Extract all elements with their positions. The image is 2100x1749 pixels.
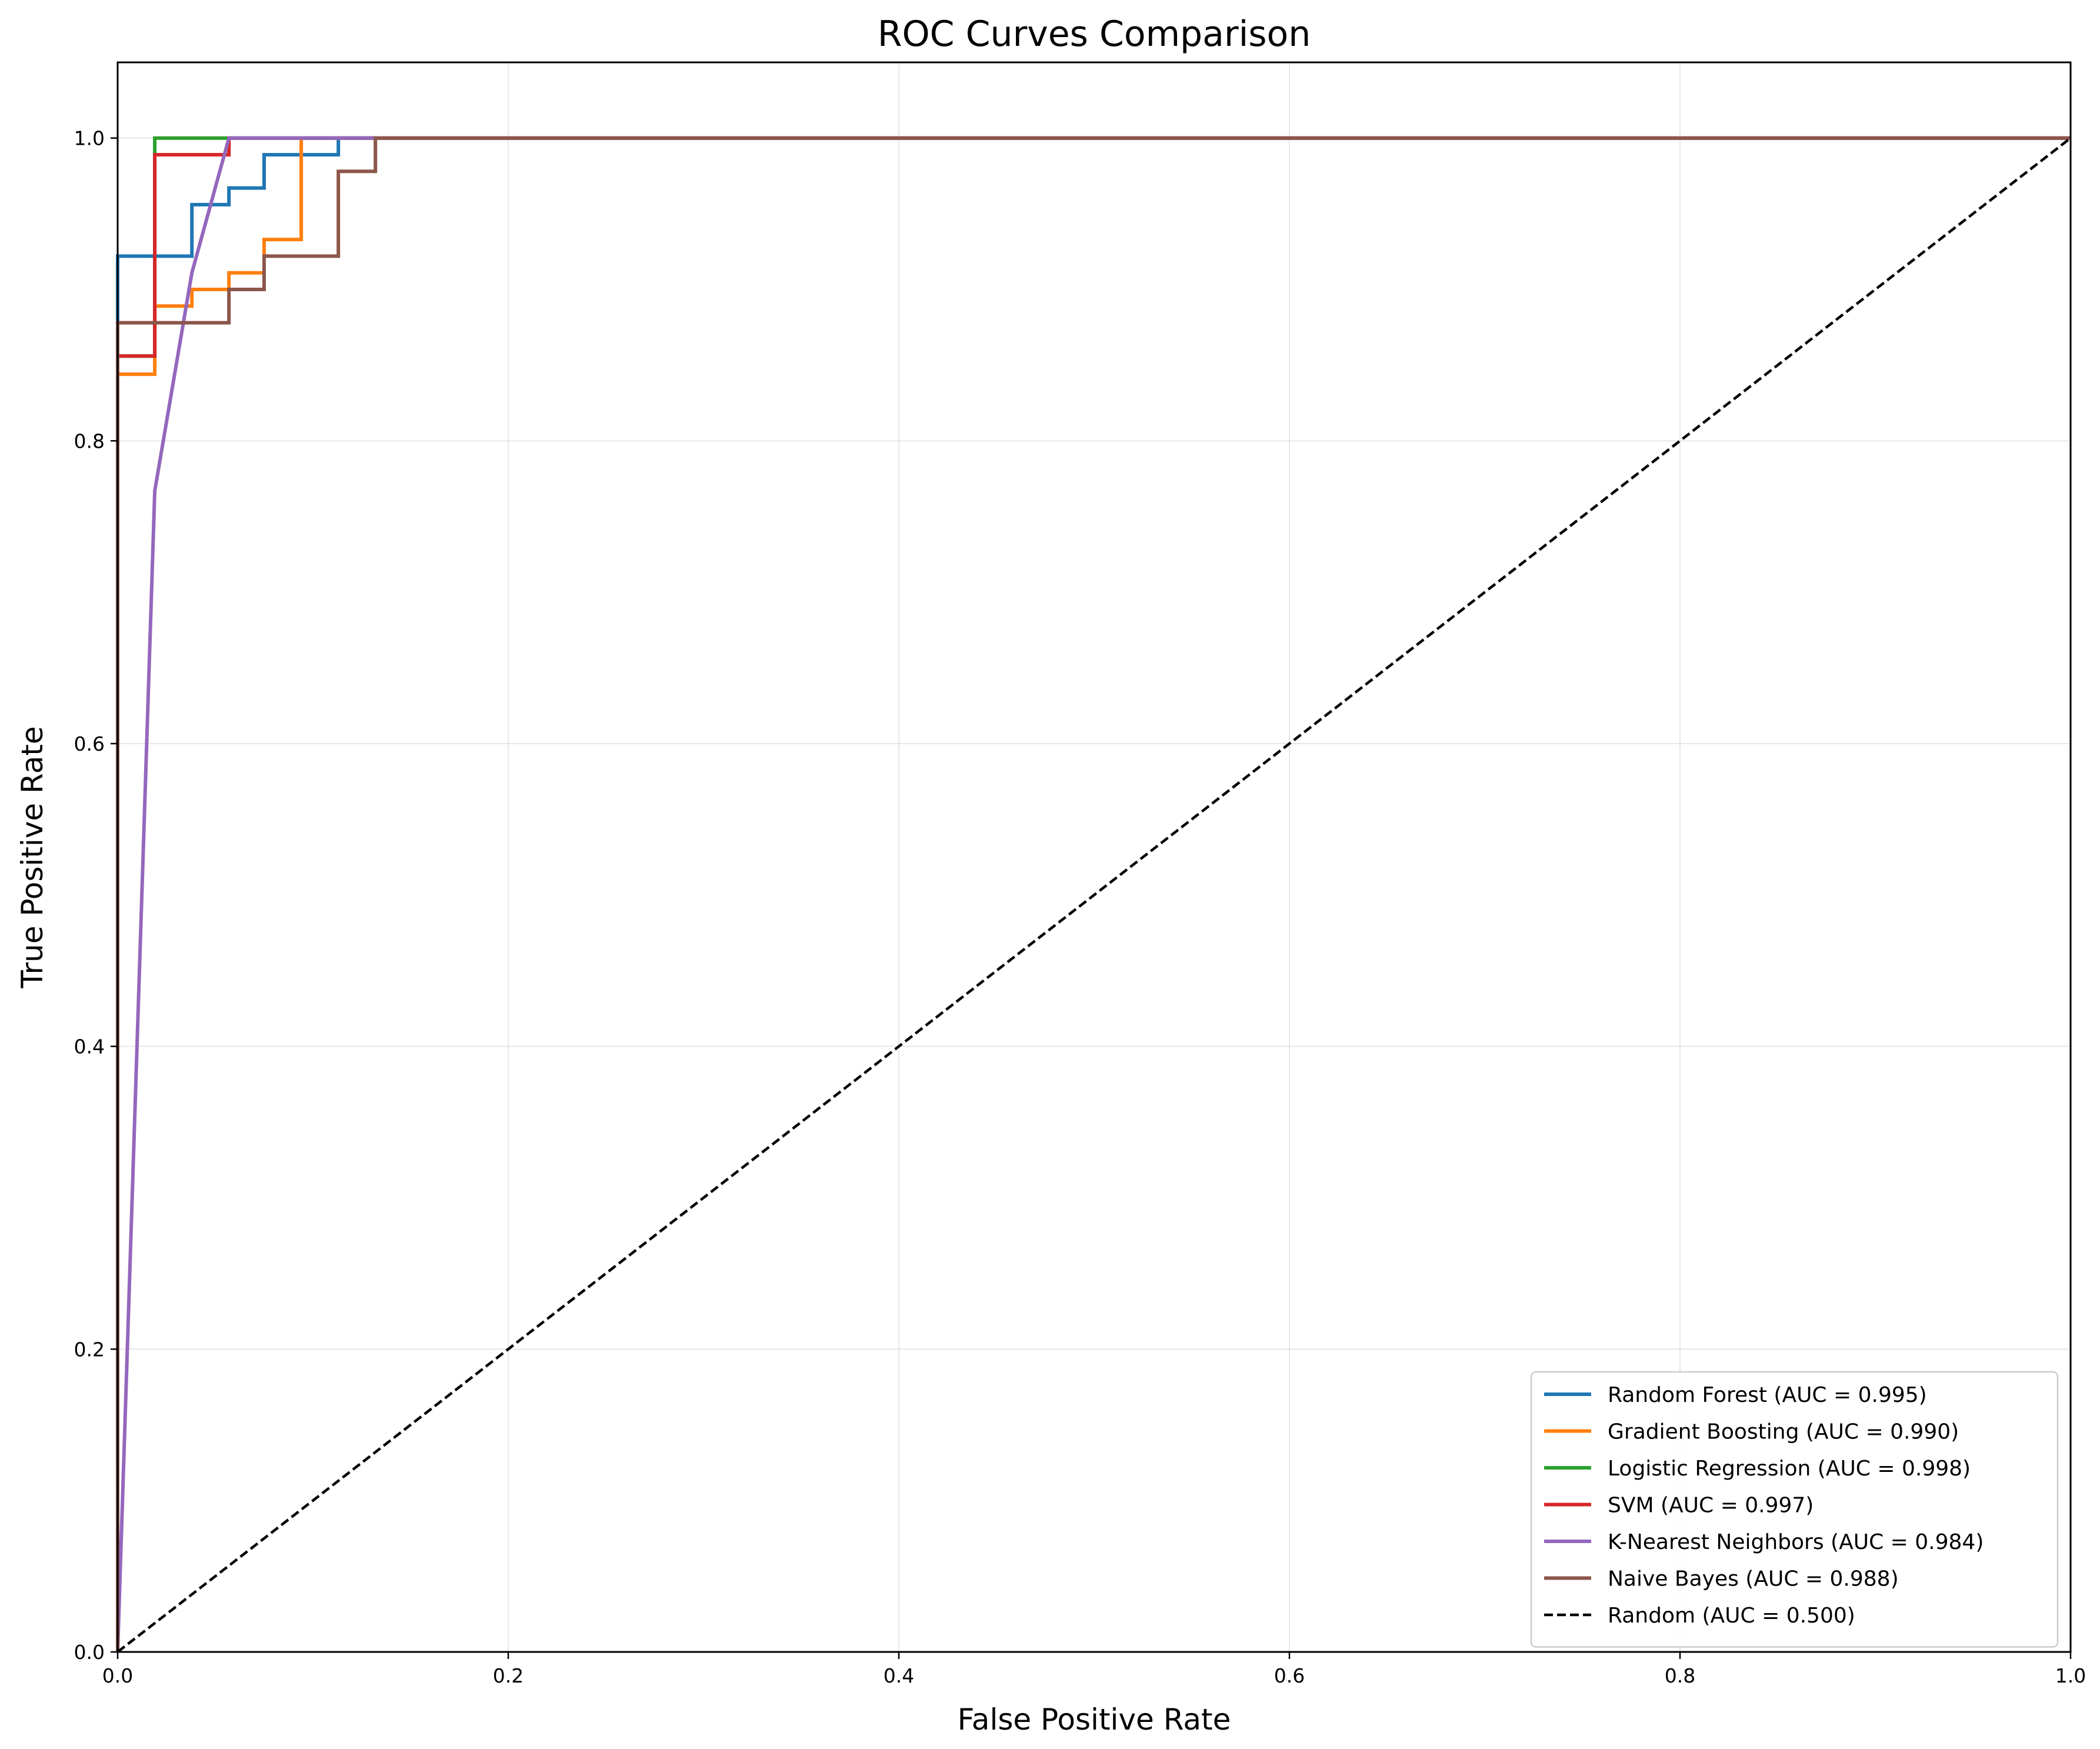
x-axis-label: False Positive Rate	[958, 1703, 1231, 1737]
y-tick-label: 0.8	[74, 429, 105, 452]
legend-entry-label: Logistic Regression (AUC = 0.998)	[1608, 1457, 1971, 1481]
plot-frame	[116, 61, 2072, 1653]
legend: Random Forest (AUC = 0.995) Gradient Boos…	[1530, 1371, 2059, 1648]
legend-entry-label: SVM (AUC = 0.997)	[1608, 1494, 1814, 1518]
y-tick-label: 0.6	[74, 732, 105, 755]
legend-entry-label: Naive Bayes (AUC = 0.988)	[1608, 1567, 1899, 1591]
y-axis-ticks: 0.0 0.2 0.4 0.6 0.8 1.0	[74, 127, 118, 1664]
x-tick-label: 0.4	[884, 1664, 914, 1687]
y-tick-label: 0.2	[74, 1338, 105, 1361]
y-tick-label: 1.0	[74, 127, 105, 150]
x-axis-ticks: 0.0 0.2 0.4 0.6 0.8 1.0	[102, 1652, 2086, 1687]
chart-title: ROC Curves Comparison	[878, 14, 1311, 55]
series-line	[116, 136, 2071, 1652]
x-tick-label: 0.8	[1665, 1664, 1695, 1687]
legend-entry-label: K-Nearest Neighbors (AUC = 0.984)	[1608, 1530, 1984, 1554]
series-line	[116, 136, 2072, 1653]
legend-box	[1530, 1371, 2059, 1648]
x-tick-label: 0.6	[1274, 1664, 1305, 1687]
legend-entry-label: Gradient Boosting (AUC = 0.990)	[1608, 1420, 1959, 1444]
y-tick-label: 0.0	[74, 1641, 105, 1664]
grid-lines	[117, 62, 2071, 1653]
series-line	[116, 136, 2071, 1652]
x-tick-label: 1.0	[2055, 1664, 2086, 1687]
legend-entry-label: Random (AUC = 0.500)	[1608, 1604, 1855, 1628]
y-axis-label: True Positive Rate	[15, 726, 49, 988]
y-tick-label: 0.4	[74, 1035, 105, 1058]
legend-entry-label: Random Forest (AUC = 0.995)	[1608, 1383, 1927, 1407]
x-tick-label: 0.0	[102, 1664, 133, 1687]
x-tick-label: 0.2	[493, 1664, 524, 1687]
